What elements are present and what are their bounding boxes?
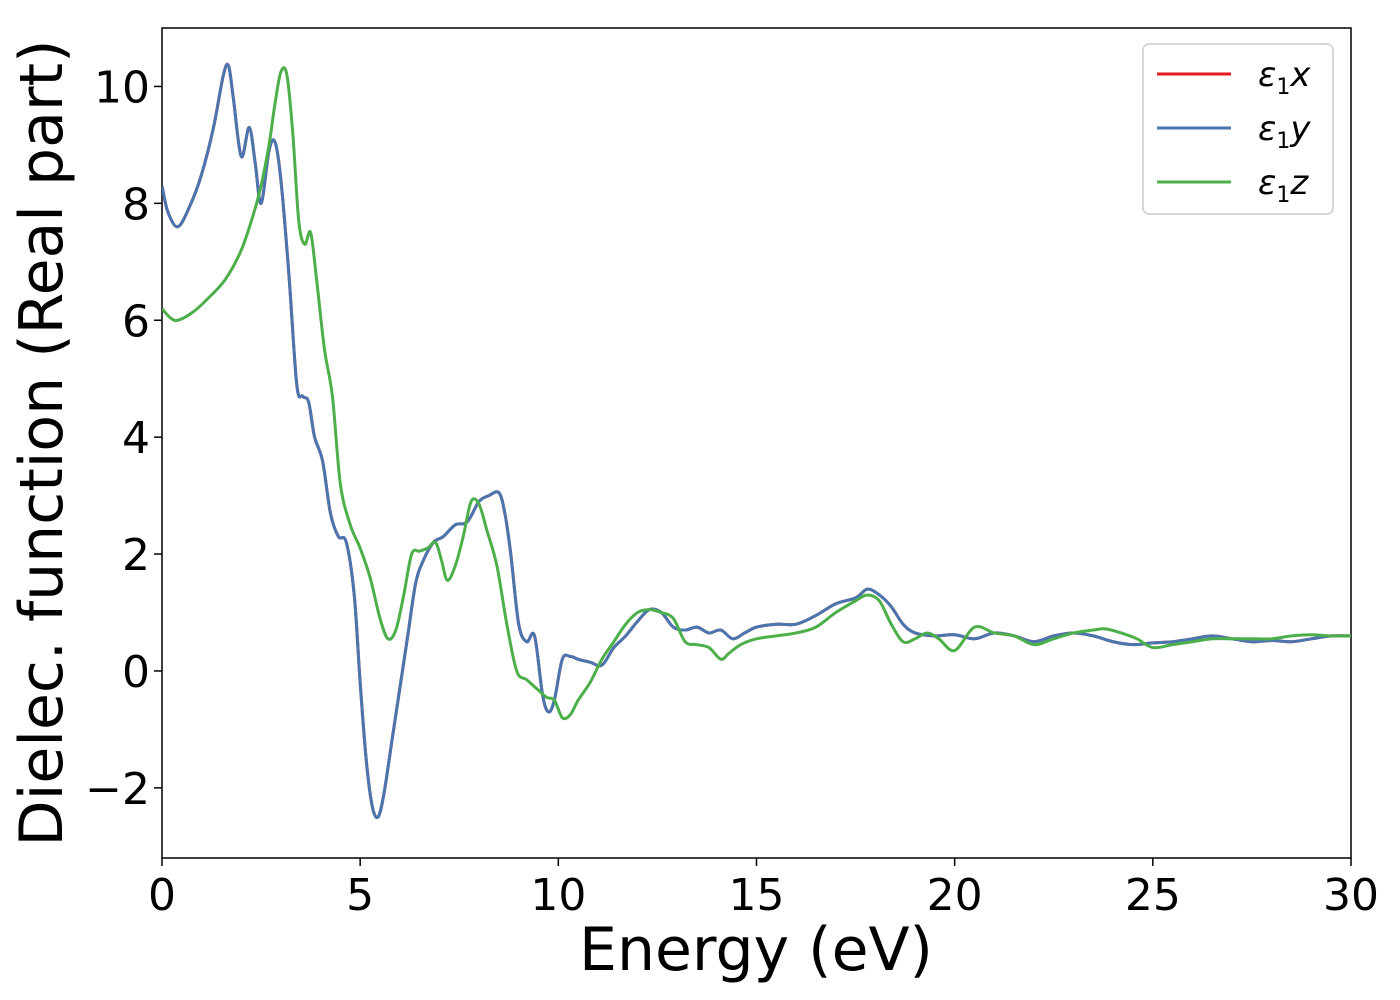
x-tick-label: 5 (346, 870, 374, 921)
y-tick-label: 10 (94, 62, 150, 113)
x-axis: 0 5 10 15 20 25 30 (148, 858, 1379, 921)
x-tick-label: 10 (530, 870, 586, 921)
x-tick-label: 20 (927, 870, 983, 921)
y-tick-label: 6 (122, 296, 150, 347)
legend-box (1142, 43, 1334, 215)
legend-label-z: ε1z (1258, 163, 1309, 208)
y-tick-label: 2 (122, 530, 150, 581)
y-tick-label: −2 (85, 764, 150, 815)
legend-entries: ε1x ε1y ε1z (1157, 55, 1311, 208)
x-tick-label: 0 (148, 870, 176, 921)
x-tick-label: 25 (1125, 870, 1181, 921)
series-layer (162, 62, 1351, 820)
series-line-z (162, 66, 1351, 721)
x-axis-title: Energy (eV) (579, 915, 933, 985)
x-tick-label: 15 (729, 870, 785, 921)
legend-label-x: ε1x (1258, 55, 1311, 100)
y-axis-title: Dielec. function (Real part) (7, 40, 77, 847)
legend-label-y: ε1y (1258, 109, 1311, 154)
legend: ε1x ε1y ε1z (1142, 43, 1334, 215)
y-axis: −2 0 2 4 6 8 10 (85, 62, 162, 815)
x-tick-label: 30 (1323, 870, 1379, 921)
y-tick-label: 0 (122, 647, 150, 698)
y-tick-label: 4 (122, 413, 150, 464)
y-tick-label: 8 (122, 179, 150, 230)
